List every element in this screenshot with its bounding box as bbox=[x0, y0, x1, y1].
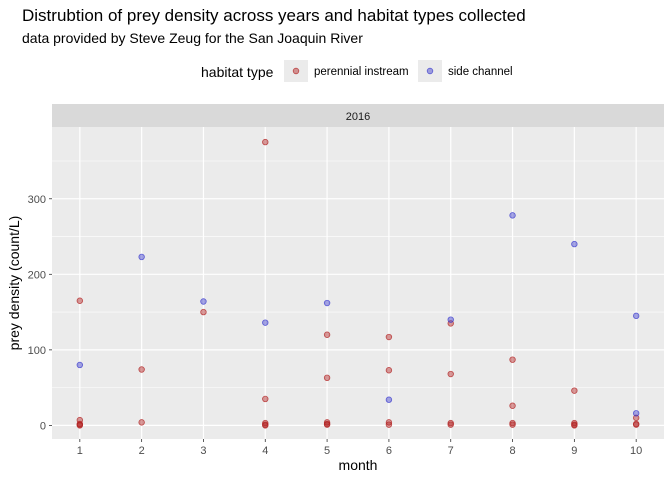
data-point-perennial-instream bbox=[262, 422, 269, 429]
data-point-perennial-instream bbox=[385, 333, 393, 341]
data-point-perennial-instream bbox=[138, 419, 145, 426]
data-point-perennial-instream bbox=[509, 421, 516, 428]
x-tick-label: 6 bbox=[386, 445, 392, 457]
chart-title: Distrubtion of prey density across years… bbox=[22, 6, 526, 25]
x-tick-label: 5 bbox=[324, 445, 330, 457]
data-point-side-channel bbox=[571, 240, 578, 248]
data-point-perennial-instream bbox=[262, 138, 269, 146]
data-point-side-channel bbox=[262, 319, 269, 326]
legend: habitat type perennial instream side cha… bbox=[201, 60, 513, 82]
x-tick-label: 2 bbox=[139, 445, 145, 457]
data-point-perennial-instream bbox=[385, 421, 393, 428]
data-point-side-channel bbox=[632, 410, 640, 417]
facet-label: 2016 bbox=[346, 111, 370, 123]
data-point-perennial-instream bbox=[571, 422, 578, 429]
data-point-perennial-instream bbox=[632, 421, 640, 428]
data-point-side-channel bbox=[509, 212, 516, 219]
data-point-perennial-instream bbox=[385, 367, 393, 374]
data-point-side-channel bbox=[447, 316, 454, 323]
y-tick-label: 0 bbox=[40, 420, 46, 432]
data-point-perennial-instream bbox=[323, 374, 331, 382]
data-point-side-channel bbox=[200, 298, 207, 305]
data-point-perennial-instream bbox=[447, 370, 454, 378]
y-tick-label: 100 bbox=[28, 345, 46, 357]
x-tick-label: 10 bbox=[630, 445, 642, 457]
legend-marker-side-channel bbox=[426, 67, 434, 75]
data-point-perennial-instream bbox=[262, 395, 269, 403]
x-tick-label: 4 bbox=[262, 445, 268, 457]
data-point-side-channel bbox=[323, 299, 331, 307]
legend-key-perennial-instream bbox=[284, 60, 308, 82]
data-point-perennial-instream bbox=[200, 308, 207, 316]
legend-label-perennial-instream: perennial instream bbox=[314, 66, 409, 78]
data-point-perennial-instream bbox=[447, 421, 454, 428]
data-points bbox=[76, 138, 640, 429]
legend-title: habitat type bbox=[201, 64, 274, 80]
facet-strip bbox=[52, 104, 664, 127]
x-tick-label: 9 bbox=[571, 445, 577, 457]
x-axis: 1 2 3 4 5 6 7 8 9 10 bbox=[77, 439, 642, 457]
chart-subtitle: data provided by Steve Zeug for the San … bbox=[22, 30, 363, 46]
legend-marker-perennial-instream bbox=[292, 67, 300, 75]
data-point-perennial-instream bbox=[509, 402, 516, 409]
data-point-perennial-instream bbox=[323, 421, 331, 428]
data-point-perennial-instream bbox=[138, 366, 145, 373]
y-axis: 0 100 200 300 bbox=[28, 194, 52, 432]
y-axis-title: prey density (count/L) bbox=[6, 216, 22, 351]
y-tick-label: 300 bbox=[28, 194, 46, 206]
x-axis-title: month bbox=[339, 457, 378, 473]
plot-panel bbox=[52, 127, 664, 439]
x-tick-label: 1 bbox=[77, 445, 83, 457]
grid-lines bbox=[52, 127, 664, 439]
data-point-perennial-instream bbox=[571, 387, 578, 394]
data-point-side-channel bbox=[76, 361, 84, 369]
x-tick-label: 8 bbox=[509, 445, 515, 457]
data-point-perennial-instream bbox=[323, 331, 331, 338]
x-tick-label: 7 bbox=[448, 445, 454, 457]
legend-key-side-channel bbox=[418, 60, 442, 82]
data-point-perennial-instream bbox=[76, 297, 84, 304]
y-tick-label: 200 bbox=[28, 269, 46, 281]
data-point-perennial-instream bbox=[509, 356, 516, 363]
legend-label-side-channel: side channel bbox=[448, 66, 513, 78]
data-point-side-channel bbox=[138, 253, 145, 261]
data-point-side-channel bbox=[632, 312, 640, 320]
data-point-side-channel bbox=[385, 396, 393, 403]
data-point-perennial-instream bbox=[385, 419, 393, 426]
x-tick-label: 3 bbox=[200, 445, 206, 457]
data-point-perennial-instream bbox=[632, 414, 640, 422]
data-point-perennial-instream bbox=[76, 422, 84, 429]
